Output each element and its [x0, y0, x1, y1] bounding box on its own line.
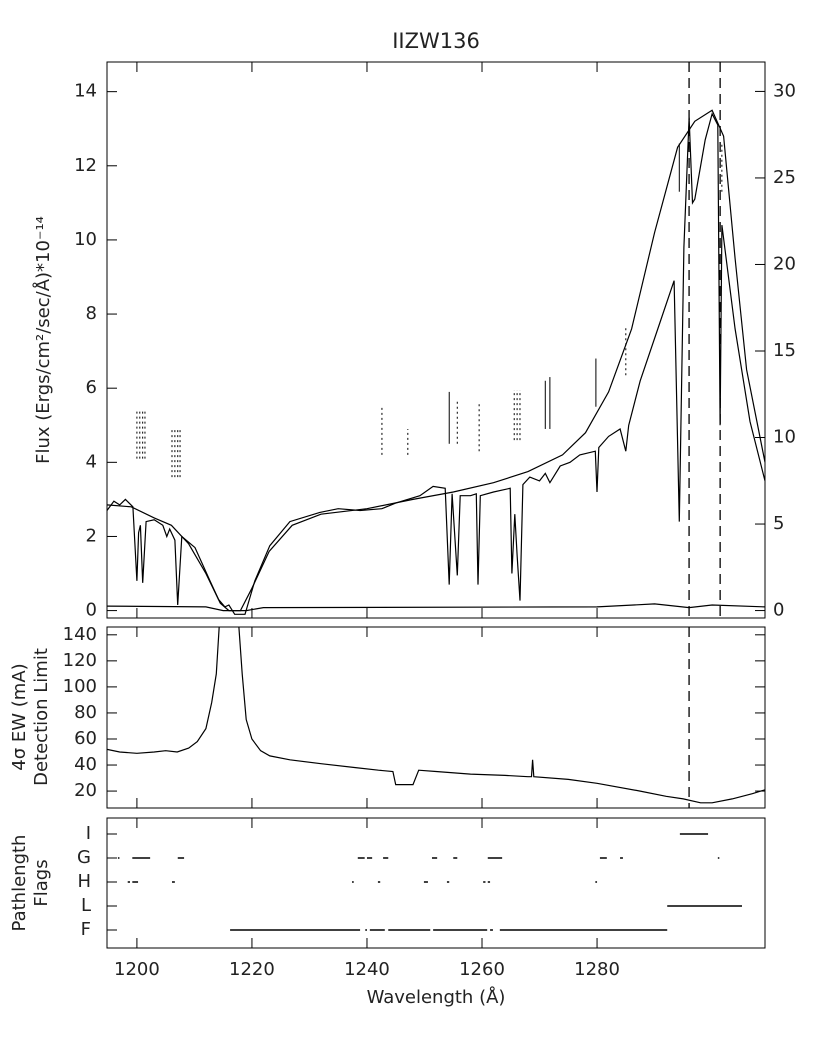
x-axis-label: Wavelength (Å) — [367, 986, 506, 1008]
y-tick-label: G — [77, 847, 91, 868]
y-tick-label: 2 — [86, 525, 97, 546]
y-tick-label: H — [77, 871, 91, 892]
y-tick-label: 6 — [86, 377, 97, 398]
panel-frame — [106, 61, 766, 619]
y-tick-label: L — [81, 895, 91, 916]
y-tick-label: 8 — [86, 303, 97, 324]
panel-frame — [106, 626, 766, 809]
y-tick-label: 14 — [74, 81, 97, 102]
y-tick-label: 0 — [86, 600, 97, 621]
spectrum-line — [107, 603, 765, 612]
y2-tick-label: 20 — [773, 253, 796, 274]
y-tick-label: 80 — [74, 702, 97, 723]
y2-tick-label: 25 — [773, 167, 796, 188]
x-tick-label: 1240 — [344, 959, 390, 980]
y2-tick-label: 5 — [773, 513, 784, 534]
x-tick-label: 1260 — [459, 959, 505, 980]
y-tick-label: 60 — [74, 728, 97, 749]
x-tick-label: 1220 — [229, 959, 275, 980]
y2-tick-label: 0 — [773, 600, 784, 621]
spectrum-line — [107, 109, 765, 612]
y-axis-label: Detection Limit — [31, 648, 52, 786]
x-tick-label: 1280 — [574, 959, 620, 980]
y-tick-label: 20 — [74, 780, 97, 801]
chart-title: IIZW136 — [392, 29, 480, 53]
y-tick-label: 140 — [63, 624, 97, 645]
y2-tick-label: 30 — [773, 80, 796, 101]
y-tick-label: 40 — [74, 754, 97, 775]
y-tick-label: 100 — [63, 676, 97, 697]
panel-frame — [106, 817, 766, 949]
y-tick-label: 12 — [74, 155, 97, 176]
spectrum-line — [107, 112, 765, 615]
y-tick-label: F — [81, 919, 91, 940]
y-axis-label: Pathlength — [9, 835, 30, 932]
y-tick-label: 4 — [86, 451, 97, 472]
x-tick-label: 1200 — [114, 959, 160, 980]
y-axis-label: Flux (Ergs/cm²/sec/Å)*10⁻¹⁴ — [32, 216, 54, 464]
spectrum-line — [107, 627, 765, 804]
y-axis-label: Flags — [31, 859, 52, 906]
y-tick-label: I — [86, 823, 91, 844]
y-axis-label: 4σ EW (mA) — [9, 663, 30, 770]
y-tick-label: 10 — [74, 229, 97, 250]
y2-tick-label: 10 — [773, 427, 796, 448]
y-tick-label: 120 — [63, 650, 97, 671]
y2-tick-label: 15 — [773, 340, 796, 361]
